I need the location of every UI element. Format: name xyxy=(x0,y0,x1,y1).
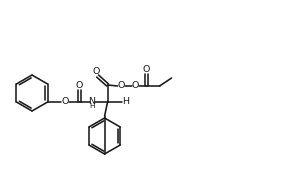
Text: O: O xyxy=(93,66,100,76)
Text: H: H xyxy=(122,97,129,106)
Text: O: O xyxy=(143,65,150,73)
Text: H: H xyxy=(89,103,94,109)
Text: O: O xyxy=(132,81,139,90)
Text: N: N xyxy=(88,97,95,105)
Text: O: O xyxy=(118,81,125,90)
Text: O: O xyxy=(62,97,69,106)
Text: O: O xyxy=(76,81,83,89)
